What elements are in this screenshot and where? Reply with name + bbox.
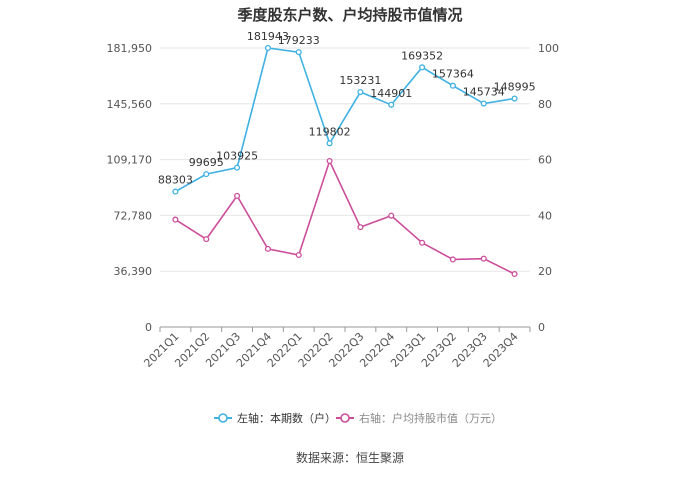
data-label: 179233 — [278, 34, 320, 47]
data-label: 103925 — [216, 150, 258, 163]
data-point — [357, 224, 364, 231]
data-point — [295, 49, 302, 56]
data-point — [172, 188, 179, 195]
left-tick-label: 0 — [145, 321, 152, 334]
data-point — [388, 101, 395, 108]
right-tick-label: 80 — [538, 98, 552, 111]
data-point — [326, 157, 333, 165]
right-tick-label: 100 — [538, 42, 559, 55]
legend[interactable]: 左轴：本期数（户） 右轴：户均持股市值（万元） — [214, 411, 502, 425]
data-point — [295, 251, 302, 259]
data-point — [234, 164, 241, 171]
data-label: 88303 — [158, 174, 193, 187]
source-note: 数据来源：恒生聚源 — [296, 450, 404, 465]
data-point — [388, 212, 395, 219]
data-label: 157364 — [432, 68, 474, 81]
series-line-1 — [174, 158, 515, 275]
data-label: 153231 — [339, 74, 381, 87]
right-tick-label: 60 — [538, 154, 552, 167]
data-point — [419, 64, 426, 71]
data-label: 99695 — [189, 156, 224, 169]
data-label: 181943 — [247, 30, 289, 43]
data-point — [203, 171, 210, 178]
right-tick-label: 0 — [538, 321, 545, 334]
legend-marker-icon — [340, 413, 350, 423]
right-tick-label: 40 — [538, 209, 552, 222]
data-point — [357, 88, 364, 96]
left-tick-label: 72,780 — [114, 209, 153, 222]
data-label: 169352 — [401, 49, 443, 62]
data-point — [264, 245, 271, 252]
series-line-0 — [175, 47, 515, 193]
data-label: 145734 — [463, 86, 505, 99]
legend-item-0[interactable]: 左轴：本期数（户） — [214, 411, 336, 425]
legend-label: 右轴：户均持股市值（万元） — [359, 411, 502, 425]
legend-marker-icon — [218, 413, 228, 423]
data-point — [326, 140, 333, 147]
left-tick-label: 181,950 — [107, 42, 153, 55]
legend-label: 左轴：本期数（户） — [237, 411, 336, 425]
data-label: 119802 — [309, 125, 351, 138]
data-point — [264, 44, 271, 52]
data-label: 144901 — [370, 87, 412, 100]
data-point — [511, 95, 518, 102]
data-point — [480, 100, 487, 107]
data-point — [419, 239, 426, 246]
legend-item-1[interactable]: 右轴：户均持股市值（万元） — [336, 411, 502, 425]
left-tick-label: 36,390 — [114, 265, 153, 278]
data-point — [234, 192, 241, 199]
data-point — [449, 256, 456, 263]
data-label: 148995 — [494, 81, 536, 94]
chart-title: 季度股东户数、户均持股市值情况 — [237, 6, 462, 24]
left-tick-label: 109,170 — [107, 154, 153, 167]
data-point — [172, 216, 179, 223]
data-point — [480, 255, 487, 262]
data-point — [449, 82, 456, 89]
left-tick-label: 145,560 — [107, 98, 153, 111]
data-point — [203, 236, 210, 243]
data-point — [511, 270, 518, 278]
right-tick-label: 20 — [538, 265, 552, 278]
series-group — [172, 44, 518, 278]
